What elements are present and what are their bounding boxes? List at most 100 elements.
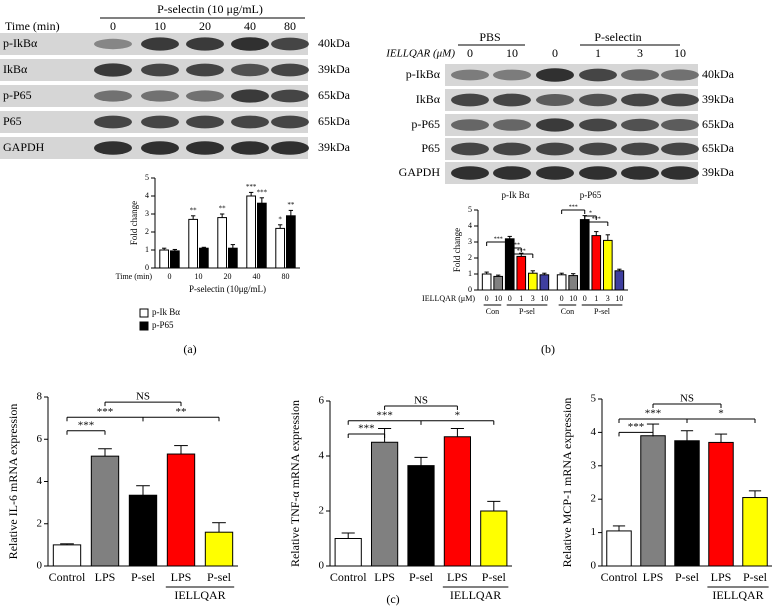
y-tick-label: 4 (468, 221, 472, 230)
blot-time-label: Time (min) (5, 19, 60, 33)
y-tick-label: 4 (37, 475, 43, 487)
blot-lane-label: 20 (199, 19, 211, 33)
blot-lane-label: 3 (637, 46, 643, 60)
blot-band (141, 63, 179, 77)
y-tick-label: 6 (37, 433, 43, 445)
blot-band (271, 89, 309, 103)
blot-lane-label: 0 (110, 19, 116, 33)
blot-header: P-selectin (10 μg/mL) (157, 2, 263, 16)
blot-band (94, 63, 132, 77)
x-tick-label: 0 (560, 294, 564, 303)
x-tick-label: 0 (583, 294, 587, 303)
significance-label: *** (645, 408, 662, 420)
x-tick-label: 1 (519, 294, 523, 303)
blot-band (493, 166, 531, 180)
blot-band (621, 166, 659, 180)
blot-band (231, 89, 269, 103)
blot-band (661, 142, 699, 156)
y-tick-label: 4 (591, 426, 597, 438)
bar (606, 530, 632, 567)
significance-label: *** (78, 419, 95, 431)
blot-band (661, 166, 699, 180)
y-axis-title: Relative MCP-1 mRNA expression (560, 398, 574, 568)
x-tick-label: Control (49, 570, 86, 584)
y-axis-title: Relative IL-6 mRNA expression (6, 404, 20, 560)
group-label: IELLQAR (174, 588, 225, 602)
x-tick-label: 10 (569, 294, 577, 303)
blot-band (141, 141, 179, 155)
bar (568, 275, 579, 291)
significance-label: NS (414, 395, 428, 407)
blot-band (621, 118, 659, 132)
significance-label: *** (592, 217, 601, 223)
bar (602, 239, 613, 291)
y-tick-label: 4 (319, 450, 325, 462)
x-tick-label: 0 (508, 294, 512, 303)
x-tick-label: P-sel (675, 570, 700, 584)
y-tick-label: 0 (468, 285, 472, 294)
blot-lane-label: 10 (506, 46, 518, 60)
y-tick-label: 5 (591, 393, 597, 405)
blot-band (271, 115, 309, 129)
blot-row-label: p-P65 (411, 117, 440, 131)
significance-label: *** (358, 423, 375, 435)
blot-band (493, 69, 531, 81)
blot-band (94, 90, 132, 102)
bar (90, 455, 120, 567)
bar (579, 219, 590, 291)
significance-label: * (278, 215, 282, 223)
blot-row-label: p-IkBα (3, 36, 38, 50)
y-tick-label: 1 (145, 245, 149, 254)
x-tick-label: P-sel (131, 570, 156, 584)
blot-band (536, 94, 574, 106)
significance-label: * (718, 408, 724, 420)
blot-band (579, 93, 617, 107)
blot-band (579, 68, 617, 82)
blot-band (493, 119, 531, 131)
x-tick-label: 40 (253, 272, 261, 281)
x-tick-label: P-sel (409, 570, 434, 584)
blot-band (536, 166, 574, 180)
blot-row-label: P65 (421, 141, 440, 155)
y-tick-label: 5 (468, 205, 472, 214)
y-tick-label: 3 (468, 237, 472, 246)
blot-row-label: p-P65 (3, 88, 32, 102)
x-tick-label: 10 (195, 272, 203, 281)
blot-band (186, 115, 224, 129)
significance-label: * (455, 409, 461, 421)
x-axis-title: IELLQAR (μM) (422, 294, 475, 303)
blot-size-label: 40kDa (318, 36, 351, 50)
blot-row-label: p-IkBα (406, 67, 441, 81)
blot-band (186, 63, 224, 77)
x-tick-label: LPS (374, 570, 395, 584)
x-tick-label: 20 (224, 272, 232, 281)
blot-row-label: GAPDH (399, 165, 441, 179)
blot-band (451, 93, 489, 107)
significance-label: *** (569, 205, 578, 211)
blot-band (141, 115, 179, 129)
blot-band (451, 142, 489, 156)
blot-band (661, 69, 699, 81)
x-tick-label: Control (601, 570, 638, 584)
significance-label: NS (136, 391, 150, 403)
x-tick-label: P-sel (207, 570, 232, 584)
significance-label: NS (680, 393, 694, 405)
significance-label: * (589, 211, 592, 217)
significance-label: *** (97, 406, 114, 418)
y-tick-label: 3 (145, 209, 149, 218)
significance-label: ** (219, 205, 227, 213)
bar (246, 195, 257, 269)
y-tick-label: 5 (145, 173, 149, 182)
blot-group-label: P-selectin (594, 30, 641, 44)
blot-row-label: IkBα (416, 92, 441, 106)
significance-label: *** (257, 188, 268, 196)
blot-band (231, 141, 269, 155)
blot-band (231, 63, 269, 77)
bar (52, 544, 82, 567)
significance-label: *** (628, 421, 645, 433)
significance-label: *** (511, 243, 520, 249)
x-tick-label: LPS (171, 570, 192, 584)
x-tick-label: 1 (594, 294, 598, 303)
y-tick-label: 0 (37, 560, 43, 572)
blot-lane-label: 10 (674, 46, 686, 60)
